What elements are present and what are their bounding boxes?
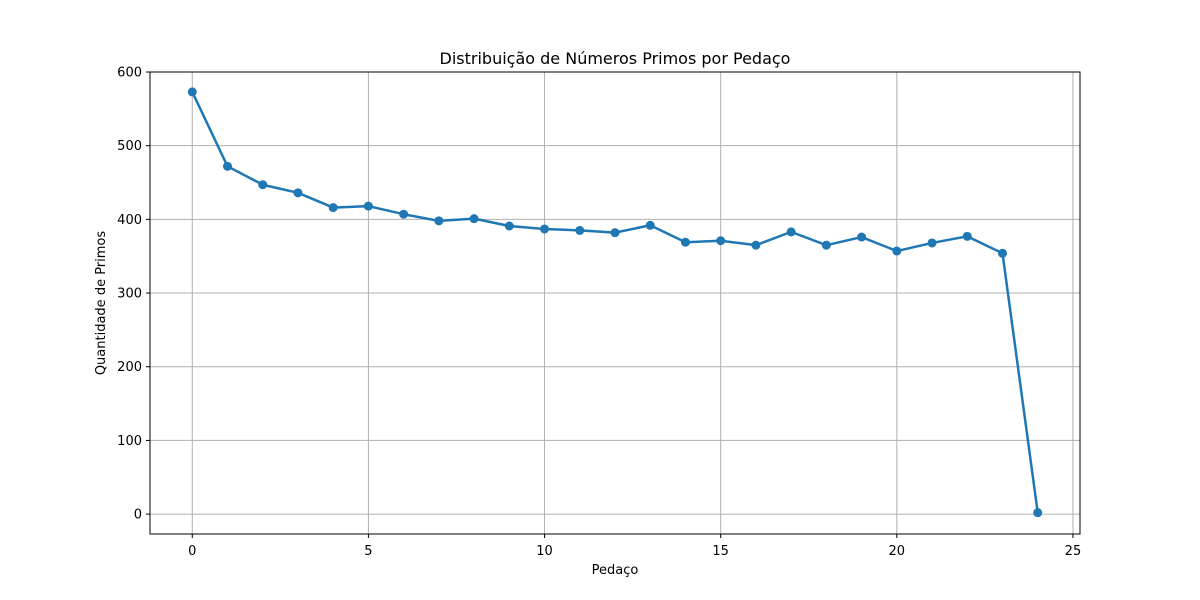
x-tick-label: 20 [889, 544, 906, 559]
y-tick-label: 0 [134, 508, 142, 523]
data-point [1033, 508, 1043, 518]
data-point [575, 225, 585, 235]
axis-ticks: 0 5 10 15 20 25 0 100 200 300 400 500 600 [117, 66, 1081, 560]
x-tick-label: 0 [188, 544, 196, 559]
data-point [998, 248, 1007, 258]
y-tick-label: 100 [117, 434, 142, 449]
data-point [751, 240, 761, 250]
data-point [469, 214, 479, 224]
data-point [504, 221, 514, 231]
y-tick-label: 600 [117, 66, 142, 81]
data-point [821, 240, 831, 250]
data-point [223, 161, 232, 171]
x-axis-title: Pedaço [592, 563, 639, 578]
data-point [857, 232, 867, 242]
x-tick-label: 15 [712, 544, 729, 559]
data-point [258, 180, 268, 190]
chart-title: Distribuição de Números Primos por Pedaç… [440, 49, 791, 68]
data-point [399, 209, 409, 219]
data-point [645, 220, 655, 230]
data-point [540, 224, 550, 234]
data-point [716, 236, 726, 246]
data-point [786, 227, 796, 237]
x-tick-label: 5 [364, 544, 372, 559]
data-point [892, 246, 902, 256]
plot-frame [149, 71, 1081, 535]
data-point [187, 87, 197, 97]
x-tick-label: 25 [1065, 544, 1082, 559]
data-point [962, 231, 972, 241]
y-tick-label: 400 [117, 213, 142, 228]
data-point [610, 228, 620, 238]
data-point [293, 188, 303, 198]
y-tick-label: 500 [117, 139, 142, 154]
y-tick-label: 300 [117, 287, 142, 302]
data-point [927, 238, 937, 248]
data-point [363, 201, 373, 211]
y-tick-label: 200 [117, 360, 142, 375]
y-axis-title: Quantidade de Primos [94, 231, 109, 376]
series-layer [187, 87, 1043, 518]
data-point [680, 237, 690, 247]
x-tick-label: 10 [536, 544, 553, 559]
data-point [434, 216, 444, 226]
data-point [328, 203, 338, 213]
